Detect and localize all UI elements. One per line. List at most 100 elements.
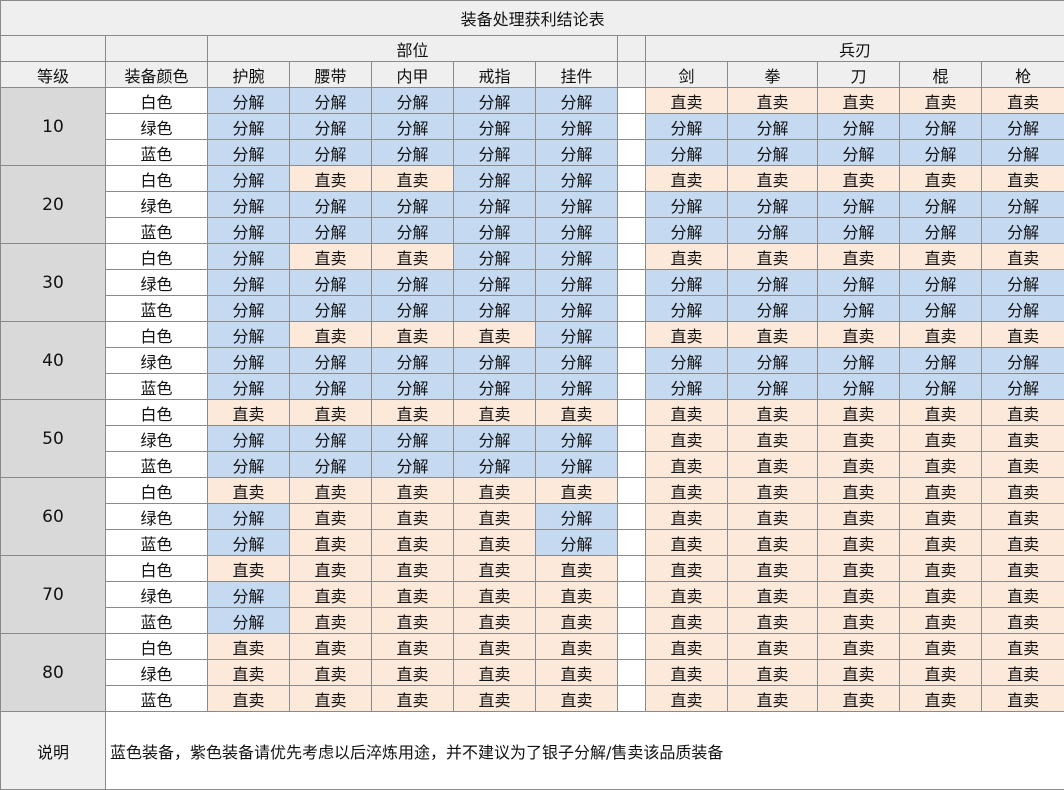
part-decision-cell: 分解 xyxy=(453,139,536,166)
weapon-decision-cell: 直卖 xyxy=(645,685,728,712)
weapon-decision-cell: 直卖 xyxy=(817,607,900,634)
group-header-weapons: 兵刃 xyxy=(644,35,1064,62)
part-decision-cell: 分解 xyxy=(207,529,290,556)
equip-color-cell: 绿色 xyxy=(105,503,208,530)
weapon-decision-cell: 直卖 xyxy=(899,425,982,452)
part-decision-cell: 分解 xyxy=(453,217,536,244)
part-decision-cell: 直卖 xyxy=(371,633,454,660)
table-row: 绿色 分解 分解 分解 分解 分解 分解 分解 分解 分解 分解 xyxy=(1,269,1064,296)
weapon-decision-cell: 直卖 xyxy=(899,87,982,114)
level-cell: 10 xyxy=(0,87,106,166)
separator-cell xyxy=(617,347,646,374)
table-row: 10 白色 分解 分解 分解 分解 分解 直卖 直卖 直卖 直卖 直卖 xyxy=(0,87,1064,166)
weapon-decision-cell: 分解 xyxy=(980,269,1064,296)
weapon-decision-cell: 分解 xyxy=(645,295,728,322)
part-decision-cell: 分解 xyxy=(371,269,454,296)
part-decision-cell: 分解 xyxy=(535,373,618,400)
separator-cell xyxy=(617,243,646,270)
group-header-blank xyxy=(0,35,106,62)
level-cell: 30 xyxy=(0,243,106,322)
weapon-decision-cell: 直卖 xyxy=(980,659,1064,686)
col-header-part: 护腕 xyxy=(207,61,290,88)
part-decision-cell: 直卖 xyxy=(371,165,454,192)
weapon-decision-cell: 分解 xyxy=(645,113,728,140)
group-header-blank xyxy=(105,35,208,62)
weapon-decision-cell: 分解 xyxy=(899,217,982,244)
equip-color-cell: 蓝色 xyxy=(105,529,208,556)
part-decision-cell: 分解 xyxy=(207,607,290,634)
weapon-decision-cell: 直卖 xyxy=(980,321,1064,348)
weapon-decision-cell: 分解 xyxy=(899,347,982,374)
part-decision-cell: 直卖 xyxy=(207,685,290,712)
table-title: 装备处理获利结论表 xyxy=(0,0,1064,36)
equip-color-cell: 绿色 xyxy=(105,347,208,374)
weapon-decision-cell: 直卖 xyxy=(817,477,900,504)
table-row: 绿色 分解 分解 分解 分解 分解 直卖 直卖 直卖 直卖 直卖 xyxy=(1,425,1064,452)
weapon-decision-cell: 直卖 xyxy=(727,503,818,530)
part-decision-cell: 分解 xyxy=(535,269,618,296)
part-decision-cell: 直卖 xyxy=(371,399,454,426)
col-header-weapon: 枪 xyxy=(980,61,1064,88)
weapon-decision-cell: 分解 xyxy=(727,139,818,166)
part-decision-cell: 分解 xyxy=(371,451,454,478)
table-row: 蓝色 分解 分解 分解 分解 分解 分解 分解 分解 分解 分解 xyxy=(1,295,1064,322)
part-decision-cell: 分解 xyxy=(289,269,372,296)
separator-cell xyxy=(617,191,646,218)
equip-color-cell: 绿色 xyxy=(105,581,208,608)
weapon-decision-cell: 直卖 xyxy=(645,503,728,530)
part-decision-cell: 直卖 xyxy=(535,659,618,686)
weapon-decision-cell: 直卖 xyxy=(727,633,818,660)
part-decision-cell: 分解 xyxy=(453,373,536,400)
part-decision-cell: 直卖 xyxy=(371,243,454,270)
part-decision-cell: 分解 xyxy=(371,373,454,400)
note-label: 说明 xyxy=(0,711,106,790)
separator-cell xyxy=(617,451,646,478)
equip-color-cell: 白色 xyxy=(105,633,208,660)
equip-color-cell: 蓝色 xyxy=(105,139,208,166)
equip-color-cell: 绿色 xyxy=(105,191,208,218)
note-text: 蓝色装备，紫色装备请优先考虑以后淬炼用途，并不建议为了银子分解/售卖该品质装备 xyxy=(104,711,1064,790)
weapon-decision-cell: 直卖 xyxy=(899,477,982,504)
separator-cell xyxy=(617,217,646,244)
weapon-decision-cell: 直卖 xyxy=(899,503,982,530)
table-row: 绿色 分解 分解 分解 分解 分解 分解 分解 分解 分解 分解 xyxy=(1,191,1064,218)
part-decision-cell: 直卖 xyxy=(535,399,618,426)
part-decision-cell: 直卖 xyxy=(207,555,290,582)
table-row: 60 白色 直卖 直卖 直卖 直卖 直卖 直卖 直卖 直卖 直卖 直卖 xyxy=(0,477,1064,556)
weapon-decision-cell: 分解 xyxy=(727,269,818,296)
separator-cell xyxy=(617,503,646,530)
part-decision-cell: 分解 xyxy=(207,269,290,296)
part-decision-cell: 分解 xyxy=(289,295,372,322)
part-decision-cell: 分解 xyxy=(453,347,536,374)
weapon-decision-cell: 直卖 xyxy=(980,503,1064,530)
weapon-decision-cell: 直卖 xyxy=(817,243,900,270)
weapon-decision-cell: 直卖 xyxy=(645,243,728,270)
level-cell: 60 xyxy=(0,477,106,556)
table-row: 蓝色 分解 直卖 直卖 直卖 分解 直卖 直卖 直卖 直卖 直卖 xyxy=(1,529,1064,556)
weapon-decision-cell: 直卖 xyxy=(980,243,1064,270)
weapon-decision-cell: 直卖 xyxy=(817,659,900,686)
part-decision-cell: 直卖 xyxy=(371,659,454,686)
table-row: 绿色 分解 直卖 直卖 直卖 直卖 直卖 直卖 直卖 直卖 直卖 xyxy=(1,581,1064,608)
weapon-decision-cell: 分解 xyxy=(727,217,818,244)
part-decision-cell: 分解 xyxy=(535,347,618,374)
weapon-decision-cell: 直卖 xyxy=(980,477,1064,504)
weapon-decision-cell: 分解 xyxy=(645,139,728,166)
equip-color-cell: 蓝色 xyxy=(105,295,208,322)
weapon-decision-cell: 分解 xyxy=(980,113,1064,140)
part-decision-cell: 直卖 xyxy=(535,555,618,582)
part-decision-cell: 分解 xyxy=(535,503,618,530)
part-decision-cell: 分解 xyxy=(207,165,290,192)
equip-color-cell: 蓝色 xyxy=(105,373,208,400)
col-header-weapon: 拳 xyxy=(727,61,818,88)
equip-color-cell: 白色 xyxy=(105,555,208,582)
part-decision-cell: 直卖 xyxy=(453,659,536,686)
weapon-decision-cell: 分解 xyxy=(899,269,982,296)
part-decision-cell: 直卖 xyxy=(289,529,372,556)
weapon-decision-cell: 直卖 xyxy=(727,581,818,608)
weapon-decision-cell: 直卖 xyxy=(817,555,900,582)
col-header-part: 戒指 xyxy=(453,61,536,88)
group-header-gap xyxy=(617,35,646,62)
equip-color-cell: 白色 xyxy=(105,399,208,426)
